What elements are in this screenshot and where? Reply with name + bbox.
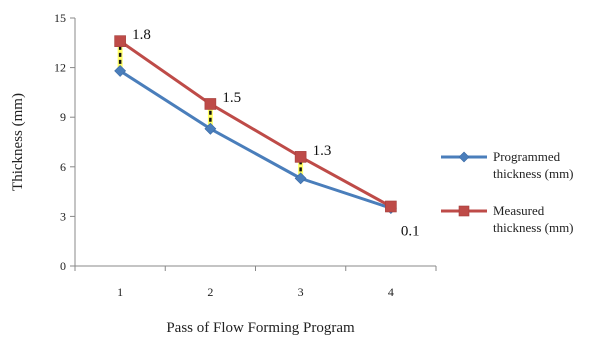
legend-marker-diamond (458, 151, 470, 163)
y-tick-label: 3 (60, 209, 66, 223)
difference-data-label: 1.3 (313, 143, 332, 159)
difference-data-label: 1.8 (132, 27, 151, 43)
legend-marker-square (458, 205, 470, 217)
programmed-point (294, 172, 307, 185)
y-axis-title: Thickness (mm) (10, 93, 26, 191)
y-tick-label: 0 (60, 259, 66, 273)
y-tick-label: 15 (54, 11, 66, 25)
difference-data-label: 1.5 (222, 90, 241, 106)
x-tick-label: 3 (298, 285, 304, 299)
series-line-measured (119, 39, 392, 208)
legend-label: Measured (493, 203, 545, 218)
measured-point (385, 200, 397, 213)
measured-point (204, 98, 217, 110)
legend-label: thickness (mm) (493, 220, 574, 235)
measured-point (114, 35, 126, 47)
x-tick-label: 2 (207, 285, 213, 299)
programmed-point (204, 122, 217, 135)
series-line-programmed (119, 69, 392, 210)
y-tick-label: 6 (60, 160, 66, 174)
y-tick-label: 9 (60, 110, 66, 124)
x-tick-label: 1 (117, 285, 123, 299)
difference-data-label: 0.1 (401, 223, 420, 239)
programmed-point (114, 64, 127, 77)
x-axis-title: Pass of Flow Forming Program (166, 320, 355, 336)
measured-point (294, 151, 307, 163)
y-tick-label: 12 (54, 61, 66, 75)
legend-label: thickness (mm) (493, 166, 574, 181)
x-tick-label: 4 (388, 285, 394, 299)
legend-label: Programmed (493, 149, 561, 164)
